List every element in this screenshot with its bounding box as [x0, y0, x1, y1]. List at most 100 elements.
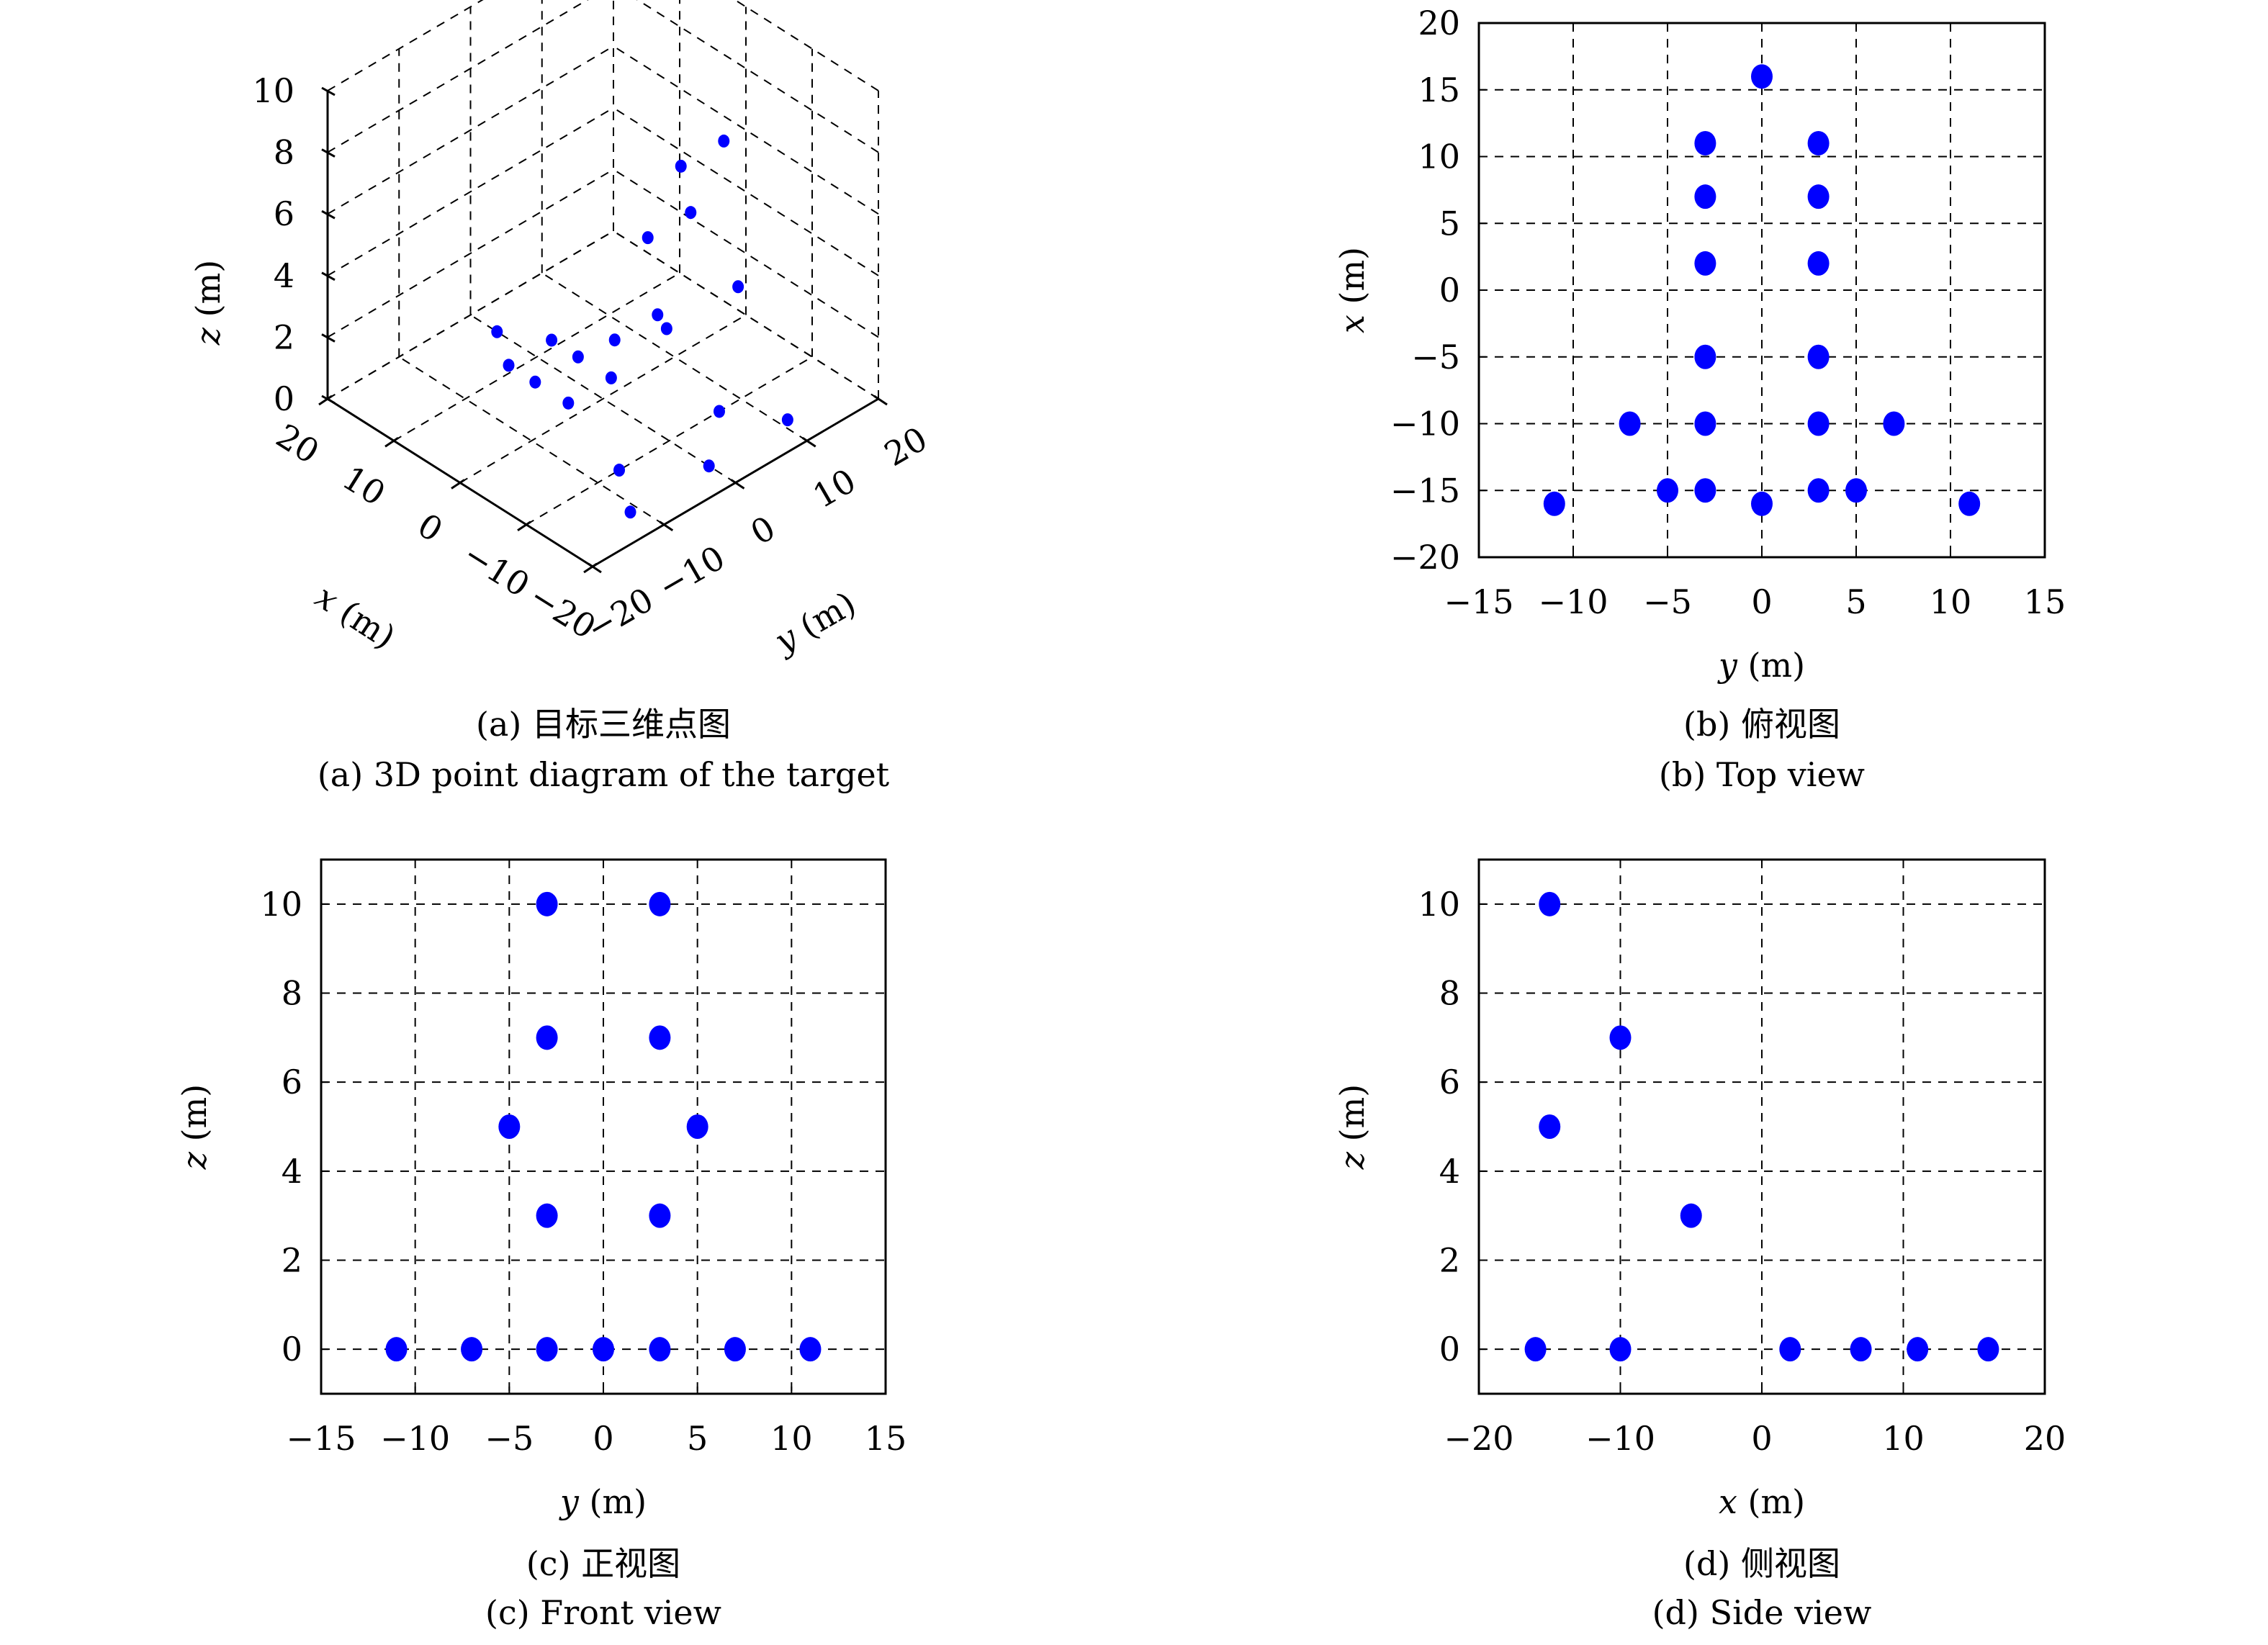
data-point: [1609, 1025, 1632, 1050]
data-point: [1751, 491, 1773, 516]
x-tick-label: 5: [1845, 582, 1866, 621]
z-tick: [321, 271, 336, 281]
data-point: [624, 505, 636, 519]
y-tick-label: 15: [1418, 71, 1460, 109]
data-point: [385, 1337, 408, 1362]
data-point: [562, 396, 575, 410]
data-point: [546, 333, 558, 347]
y-tick-label: 0: [1439, 1330, 1460, 1369]
data-point: [605, 371, 617, 384]
y-tick-label: 2: [282, 1241, 302, 1280]
floor-grid-line: [459, 314, 747, 484]
floor-grid-line: [398, 356, 665, 526]
y-tick-label: 4: [282, 1152, 302, 1191]
data-point: [1524, 1337, 1547, 1362]
data-point: [642, 231, 654, 245]
x-tick: [517, 520, 531, 531]
z-tick-label: 6: [274, 194, 294, 233]
data-point: [529, 375, 541, 389]
wall-grid-line: [636, 0, 879, 153]
data-point: [1907, 1337, 1929, 1362]
data-point: [1845, 478, 1867, 503]
y-tick-label: −20: [1390, 538, 1460, 577]
y-tick-label: 8: [1439, 974, 1460, 1013]
data-point: [572, 350, 584, 364]
y-tick-label: −5: [1411, 338, 1460, 377]
x-tick-label: 0: [1751, 582, 1772, 621]
z-tick: [321, 148, 336, 158]
wall-grid-line: [613, 45, 879, 215]
x-tick-label: 10: [1930, 582, 1972, 621]
data-point: [1694, 478, 1716, 503]
data-point: [613, 464, 626, 477]
z-axis-title: z (m): [189, 260, 228, 346]
data-point: [1619, 411, 1641, 436]
x-tick: [318, 395, 333, 406]
wall-grid-line: [613, 230, 879, 400]
y-tick-label: −10: [652, 538, 732, 606]
caption-c-en: (c) Front view: [485, 1593, 721, 1632]
data-point: [491, 325, 503, 338]
x-tick-label: −5: [1643, 582, 1692, 621]
x-tick-label: −10: [380, 1419, 450, 1458]
x-tick-label: 10: [1882, 1419, 1925, 1458]
data-point: [608, 333, 621, 347]
wall-grid-line: [327, 107, 614, 276]
wall-grid-line: [327, 45, 614, 215]
wall-grid-line: [327, 0, 484, 91]
plot-frame: [1477, 22, 2046, 559]
y-tick-label: 10: [260, 885, 302, 924]
data-point: [536, 891, 558, 916]
y-tick-label: 6: [282, 1063, 302, 1101]
z-tick: [321, 86, 336, 96]
wall-grid-line: [327, 168, 614, 338]
data-point: [686, 1114, 708, 1139]
x-tick-label: −15: [1444, 582, 1513, 621]
y-tick: [659, 520, 674, 531]
y-tick-label: 6: [1439, 1063, 1460, 1101]
x-tick-label: 15: [2024, 582, 2066, 621]
caption-b-en: (b) Top view: [1659, 755, 1865, 794]
data-point: [1958, 491, 1981, 516]
x-tick-label: 20: [2024, 1419, 2066, 1458]
x-tick-label: 5: [687, 1419, 708, 1458]
z-tick: [321, 333, 336, 343]
data-point: [1694, 411, 1716, 436]
x-tick-label: −10: [1538, 582, 1608, 621]
y-tick-label: −20: [580, 580, 660, 648]
data-point: [1694, 251, 1716, 276]
x-tick-label: −20: [1444, 1419, 1513, 1458]
floor-grid-line: [469, 314, 737, 484]
x-axis-title: y (m): [1717, 646, 1805, 685]
x-axis-title: x (m): [309, 577, 402, 657]
data-point: [675, 159, 687, 173]
plot-frame: [320, 858, 887, 1395]
data-point: [1807, 478, 1830, 503]
y-tick-label: 0: [282, 1330, 302, 1369]
wall-grid-line: [613, 168, 879, 338]
data-point: [503, 359, 515, 372]
y-tick-label: 4: [1439, 1152, 1460, 1191]
data-point: [593, 1337, 614, 1362]
data-point: [660, 322, 672, 335]
y-tick-label: 10: [1418, 885, 1460, 924]
y-axis-title: z (m): [175, 1084, 214, 1170]
y-axis-title: y (m): [767, 584, 863, 662]
y-axis-title: z (m): [1333, 1084, 1372, 1170]
caption-d-en: (d) Side view: [1652, 1593, 1872, 1632]
z-tick-label: 10: [252, 71, 294, 110]
x-tick-label: 0: [411, 505, 449, 549]
y-tick: [588, 562, 602, 574]
x-tick-label: 10: [336, 458, 392, 513]
data-point: [1883, 411, 1905, 436]
z-tick-label: 2: [274, 317, 294, 356]
data-point: [1543, 491, 1565, 516]
data-point: [536, 1025, 558, 1050]
plot-frame: [1477, 858, 2046, 1395]
x-tick-label: 10: [770, 1419, 813, 1458]
data-point: [685, 206, 697, 220]
data-point: [649, 891, 671, 916]
data-point: [1850, 1337, 1872, 1362]
